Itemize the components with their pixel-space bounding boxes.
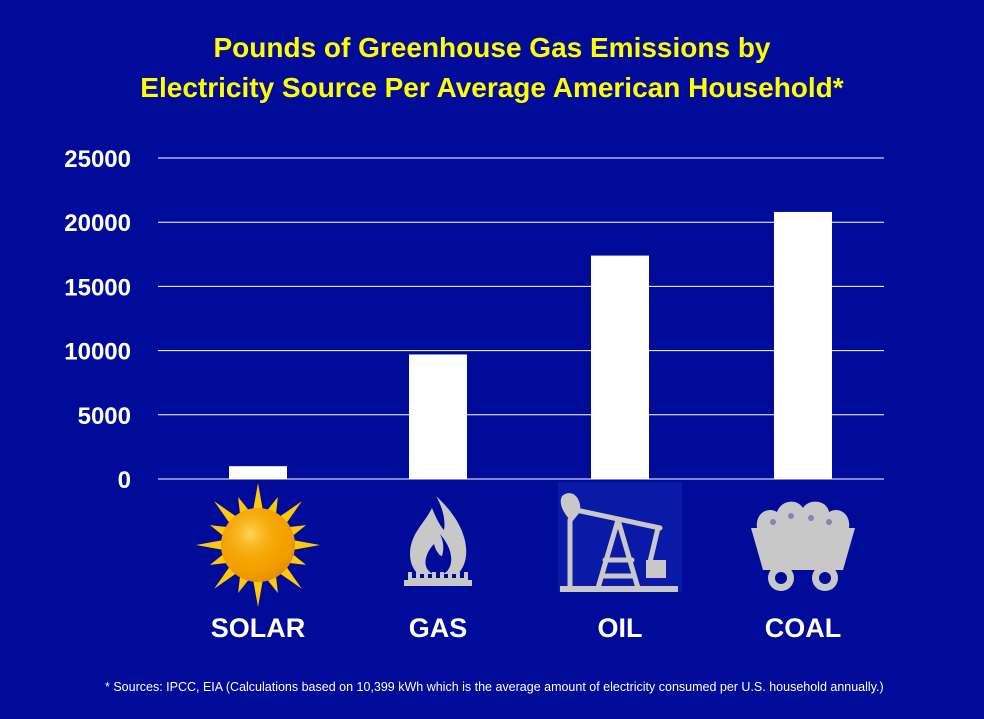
sun-ray	[238, 497, 249, 514]
sun-ray	[267, 576, 278, 593]
sun-ray	[214, 501, 237, 524]
burner-hole	[440, 572, 444, 578]
burner-hole	[448, 572, 452, 578]
sun-ray	[289, 554, 306, 565]
sun-ray	[214, 566, 237, 589]
y-axis-ticks: 0 5000 10000 15000 20000 25000	[64, 146, 131, 494]
sun-ray	[210, 554, 227, 565]
burner-hole	[432, 572, 436, 578]
sun-ray	[253, 483, 263, 510]
y-tick-label: 20000	[64, 210, 131, 237]
coal-cart-icon	[751, 501, 855, 591]
sun-ray	[293, 540, 320, 550]
gas-flame-icon	[404, 496, 472, 586]
burner-hole	[456, 572, 460, 578]
y-tick-label: 0	[118, 467, 131, 494]
y-tick-label: 25000	[64, 146, 131, 173]
sun-ray	[196, 540, 223, 550]
category-label-solar: SOLAR	[211, 613, 306, 643]
gridlines	[158, 157, 884, 480]
bar-gas	[409, 354, 467, 479]
sun-ray	[279, 501, 302, 524]
bar-solar	[229, 466, 287, 479]
burner-hole	[416, 572, 420, 578]
sun-ray	[289, 525, 306, 536]
chart-title: Pounds of Greenhouse Gas Emissions by El…	[140, 32, 843, 103]
category-label-gas: GAS	[409, 613, 468, 643]
sun-ray	[253, 580, 263, 607]
y-tick-label: 15000	[64, 274, 131, 301]
y-tick-label: 10000	[64, 339, 131, 366]
chart-title-line-2: Electricity Source Per Average American …	[140, 72, 843, 103]
sun-icon	[196, 483, 320, 607]
chart-title-line-1: Pounds of Greenhouse Gas Emissions by	[213, 32, 770, 63]
y-tick-label: 5000	[78, 403, 131, 430]
bar-coal	[774, 211, 832, 480]
sun-ray	[279, 566, 302, 589]
sun-ray	[267, 497, 278, 514]
category-labels: SOLAR GAS OIL COAL	[211, 613, 842, 643]
bars	[229, 211, 832, 480]
footnote: * Sources: IPCC, EIA (Calculations based…	[105, 680, 884, 694]
burner-hole	[464, 572, 468, 578]
category-label-coal: COAL	[765, 613, 842, 643]
sun-ray	[238, 576, 249, 593]
category-icons	[196, 482, 855, 607]
burner-hole	[408, 572, 412, 578]
oil-pump-icon	[558, 482, 682, 592]
sun-ray	[210, 525, 227, 536]
burner-hole	[424, 572, 428, 578]
bar-oil	[591, 255, 649, 479]
category-label-oil: OIL	[598, 613, 643, 643]
